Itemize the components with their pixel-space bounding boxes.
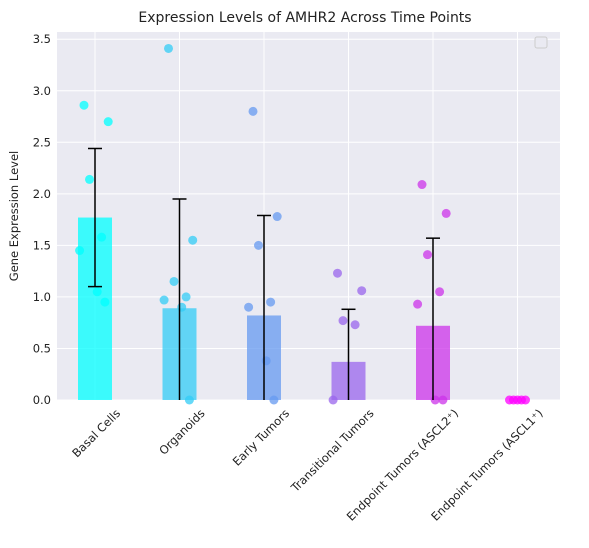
data-point: [417, 180, 427, 190]
y-tick-label: 3.0: [33, 84, 51, 98]
data-point: [435, 287, 445, 297]
x-tick-label: Early Tumors: [230, 406, 292, 468]
y-tick-label: 2.0: [33, 187, 51, 201]
data-point: [521, 395, 530, 405]
plot-background: [57, 32, 560, 400]
legend-box: [534, 36, 548, 49]
data-point: [272, 212, 282, 222]
data-point: [261, 356, 271, 366]
y-axis-label: Gene Expression Level: [7, 151, 21, 281]
data-point: [430, 395, 440, 405]
y-ticks: 0.0 0.5 1.0 1.5 2.0 2.5 3.0 3.5: [33, 32, 51, 407]
data-point: [75, 246, 85, 256]
data-point: [103, 117, 113, 127]
data-point: [169, 276, 179, 286]
y-tick-label: 3.5: [33, 32, 51, 46]
data-point: [181, 292, 191, 302]
data-point: [92, 287, 102, 297]
data-point: [423, 250, 432, 260]
y-tick-label: 0.5: [33, 341, 51, 355]
data-point: [177, 302, 187, 312]
y-tick-label: 1.0: [33, 290, 51, 304]
data-point: [100, 297, 110, 307]
points: [75, 43, 530, 405]
data-point: [254, 240, 263, 250]
data-point: [413, 299, 423, 309]
y-tick-label: 2.5: [33, 135, 51, 149]
data-point: [244, 302, 254, 312]
data-point: [159, 295, 169, 305]
data-point: [184, 395, 194, 405]
data-point: [438, 395, 448, 405]
data-point: [79, 100, 89, 110]
data-point: [97, 232, 107, 242]
chart-title: Expression Levels of AMHR2 Across Time P…: [138, 10, 471, 26]
data-point: [85, 174, 94, 184]
x-tick-label: Organoids: [156, 406, 207, 457]
data-point: [441, 208, 451, 218]
data-point: [357, 286, 367, 296]
y-tick-label: 0.0: [33, 393, 51, 407]
data-point: [328, 395, 338, 405]
data-point: [350, 320, 360, 330]
x-tick-label: Basal Cells: [69, 406, 123, 460]
x-ticks: Basal Cells Organoids Early TumorsTransiti…: [69, 406, 545, 523]
data-point: [266, 297, 276, 307]
x-tick-label: Transitional Tumors: [287, 406, 376, 495]
data-point: [188, 235, 198, 245]
data-point: [164, 43, 173, 53]
data-point: [338, 316, 348, 326]
y-tick-label: 1.5: [33, 238, 51, 252]
data-point: [333, 268, 342, 278]
error-bars: [88, 147, 440, 400]
data-point: [248, 106, 258, 116]
data-point: [269, 395, 279, 405]
